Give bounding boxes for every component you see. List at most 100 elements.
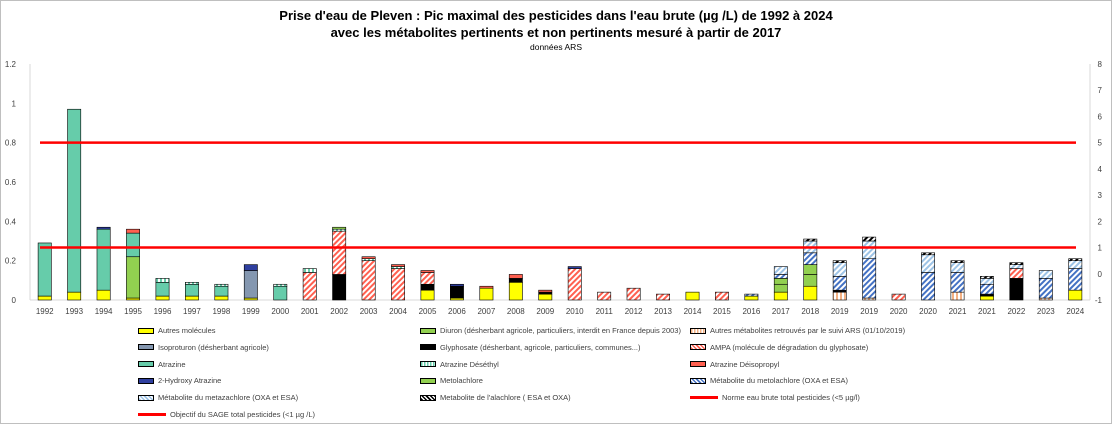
bar-segment (302, 268, 317, 273)
bar-segment (361, 260, 376, 301)
x-tick-label: 2010 (566, 307, 584, 316)
bar-segment (126, 256, 140, 299)
x-tick-label: 2008 (507, 307, 525, 316)
bar-segment (980, 283, 994, 295)
legend-item: Objectif du SAGE total pesticides (<1 µg… (138, 410, 315, 419)
legend-swatch (690, 361, 706, 368)
legend-label: Isoproturon (désherbant agricole) (158, 342, 269, 352)
y-right-tick-label: 5 (1098, 139, 1103, 148)
bar-segment (567, 266, 582, 269)
bar-segment (420, 270, 435, 273)
bar-segment (67, 291, 82, 301)
legend-label: Atrazine (158, 359, 186, 369)
x-tick-label: 2021 (949, 307, 967, 316)
bar-segment (508, 278, 523, 283)
y-left-tick-label: 1.2 (5, 60, 17, 69)
legend-label: Objectif du SAGE total pesticides (<1 µg… (170, 410, 316, 419)
bar-segment (479, 285, 494, 289)
x-tick-label: 2004 (389, 307, 407, 316)
bar-segment (950, 260, 965, 263)
x-tick-label: 1997 (183, 307, 201, 316)
bar-segment (950, 291, 965, 301)
bar-segment (832, 276, 847, 291)
y-left-tick-label: 0 (12, 296, 17, 305)
legend-swatch (138, 361, 154, 368)
legend-label: AMPA (molécule de dégradation du glyphos… (710, 342, 869, 352)
x-tick-label: 2012 (625, 307, 643, 316)
bar-segment (155, 281, 170, 297)
chart-title-line2: avec les métabolites pertinents et non p… (330, 25, 782, 40)
bar-segment (126, 228, 140, 234)
x-tick-label: 2024 (1066, 307, 1084, 316)
bar-segment (891, 293, 906, 301)
bar-segment (185, 295, 199, 301)
x-tick-label: 1992 (36, 307, 54, 316)
bar-segment (479, 287, 494, 301)
x-tick-label: 2021 (978, 307, 996, 316)
bar-segment (950, 272, 965, 293)
bar-segment (862, 240, 877, 260)
x-tick-label: 1999 (242, 307, 260, 316)
legend-label: Metolachlore (440, 376, 483, 386)
legend-item: Autres métabolites retrouvés par le suiv… (690, 326, 905, 335)
bar-segment (744, 295, 759, 301)
bar-segment (538, 289, 553, 293)
bar-segment (803, 252, 818, 265)
bar-segment (96, 226, 111, 230)
bar-segment (214, 295, 229, 301)
bar-segment (1009, 268, 1024, 279)
legend-swatch (420, 327, 436, 334)
bar-segment (803, 285, 818, 301)
bar-segment (744, 293, 759, 297)
bar-segment (773, 266, 788, 275)
legend-label: Autres molécules (158, 326, 216, 335)
x-tick-label: 2005 (419, 307, 437, 316)
bar-segment (508, 281, 523, 301)
bar-segment (332, 230, 347, 275)
bar-segment (1009, 278, 1024, 301)
legend-swatch (138, 344, 154, 351)
bar-segment (37, 295, 52, 301)
bar-segment (185, 283, 199, 297)
legend-item: Atrazine Déséthyl (420, 360, 499, 369)
bar-segment (950, 262, 965, 273)
chart-title: Prise d'eau de Pleven : Pic maximal des … (279, 8, 833, 23)
legend-item: Métabolite du metazachlore (OXA et ESA) (138, 393, 298, 402)
legend-swatch (420, 344, 436, 351)
y-left-tick-label: 1 (12, 99, 17, 108)
bar-segment (832, 262, 847, 277)
bar-segment (1009, 264, 1024, 269)
x-tick-label: 1998 (212, 307, 230, 316)
y-right-tick-label: 8 (1098, 60, 1103, 69)
y-right-tick-label: 6 (1098, 112, 1103, 121)
legend-label: Métabolite du metazachlore (OXA et ESA) (158, 393, 299, 403)
x-tick-label: 2018 (801, 307, 819, 316)
bar-segment (214, 283, 229, 287)
bar-segment (1068, 258, 1083, 261)
bar-segment (921, 252, 935, 256)
legend-swatch (420, 394, 436, 401)
bar-segment (803, 274, 818, 287)
bar-segment (1068, 289, 1083, 301)
x-tick-label: 2006 (448, 307, 466, 316)
bar-segment (832, 291, 847, 301)
x-tick-label: 2020 (919, 307, 937, 316)
bar-segment (450, 285, 464, 299)
legend-label: 2-Hydroxy Atrazine (158, 376, 222, 386)
bar-segment (980, 295, 994, 301)
x-tick-label: 2011 (596, 307, 614, 316)
x-tick-label: 2015 (713, 307, 731, 316)
bar-segment (1068, 260, 1083, 269)
x-tick-label: 2003 (360, 307, 378, 316)
y-right-tick-label: -1 (1095, 296, 1103, 305)
bar-segment (597, 291, 612, 301)
x-tick-label: 2001 (301, 307, 319, 316)
legend-item: Atrazine (138, 360, 186, 369)
bar-segment (773, 278, 788, 285)
y-right-tick-label: 7 (1098, 86, 1103, 95)
bar-segment (243, 270, 258, 299)
y-left-tick-label: 0.8 (5, 139, 17, 148)
legend-item: Glyphosate (désherbant, agricole, partic… (420, 343, 641, 352)
legend-swatch (138, 327, 154, 334)
